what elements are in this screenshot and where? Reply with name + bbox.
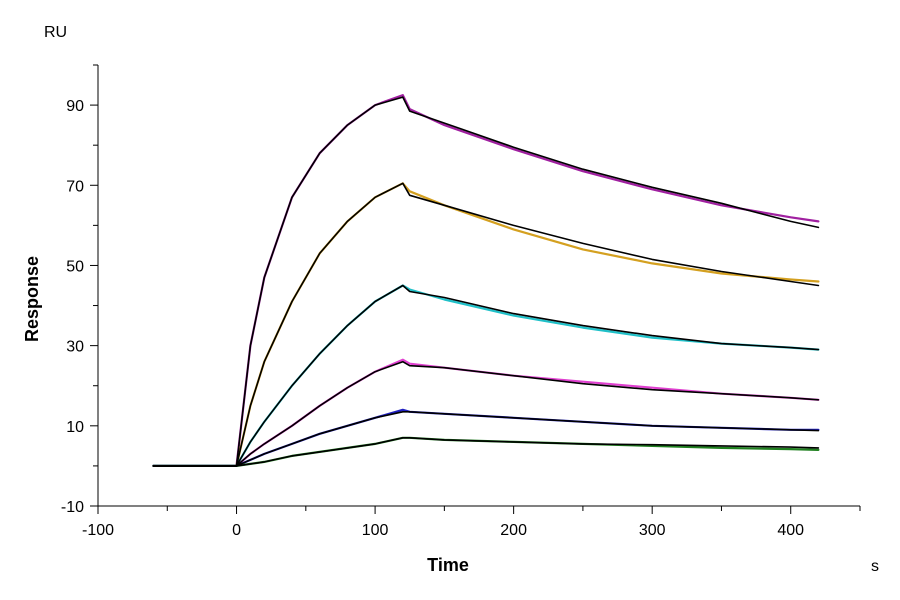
response-curves xyxy=(152,93,820,467)
response-curve-1 xyxy=(152,93,820,467)
fit-curves xyxy=(152,96,820,467)
y-unit-label: RU xyxy=(44,24,67,41)
y-tick-label: 30 xyxy=(66,339,84,356)
fit-curve-4 xyxy=(152,360,820,467)
x-tick-label: 100 xyxy=(362,522,389,539)
x-axis-title: Time xyxy=(427,555,469,575)
x-tick-label: 200 xyxy=(500,522,527,539)
x-tick-label: 0 xyxy=(232,522,241,539)
y-tick-label: 10 xyxy=(66,419,84,436)
x-tick-label: 400 xyxy=(777,522,804,539)
fit-curve-5 xyxy=(152,410,820,467)
y-tick-label: -10 xyxy=(61,499,84,516)
fit-curve-3 xyxy=(152,284,820,467)
y-tick-label: 50 xyxy=(66,258,84,275)
fit-curve-2 xyxy=(152,182,820,467)
x-tick-label: -100 xyxy=(82,522,114,539)
axes xyxy=(97,65,860,507)
y-tick-label: 90 xyxy=(66,98,84,115)
fit-curve-1 xyxy=(152,96,820,467)
x-unit-label: s xyxy=(871,558,879,575)
y-axis-title: Response xyxy=(22,256,42,342)
y-tick-label: 70 xyxy=(66,178,84,195)
response-curve-2 xyxy=(152,182,820,467)
fit-curve-6 xyxy=(152,436,820,467)
ticks: -100 0 100 200 300 400 -10 10 30 50 70 90 xyxy=(61,64,861,539)
response-curve-4 xyxy=(152,358,820,467)
x-tick-label: 300 xyxy=(639,522,666,539)
